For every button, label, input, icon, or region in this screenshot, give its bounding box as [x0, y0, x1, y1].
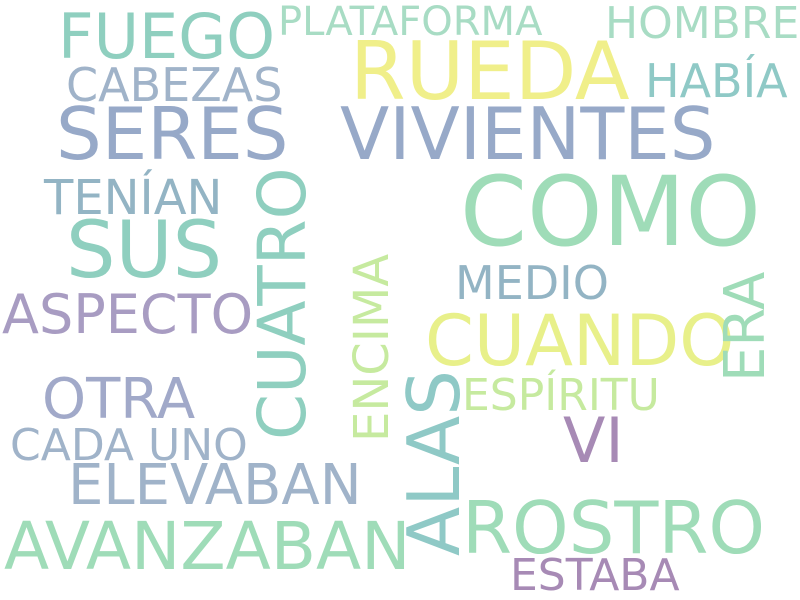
word-cuatro: CUATRO	[244, 167, 321, 440]
word-habia: HABÍA	[645, 54, 788, 108]
word-tenian: TENÍAN	[44, 170, 223, 226]
word-vi: VI	[563, 404, 624, 477]
word-alas: ALAS	[392, 370, 476, 556]
word-encima: ENCIMA	[344, 253, 400, 442]
word-como: COMO	[460, 156, 761, 268]
word-rueda: RUEDA	[350, 25, 630, 118]
word-vivientes: VIVIENTES	[340, 92, 716, 176]
word-era: ERA	[713, 271, 778, 382]
word-avanzaban: AVANZABAN	[4, 508, 411, 585]
word-hombre: HOMBRE	[605, 0, 800, 49]
word-medio: MEDIO	[455, 256, 609, 310]
word-otra: OTRA	[42, 367, 196, 432]
word-aspecto: ASPECTO	[2, 283, 254, 346]
word-rostro: ROSTRO	[462, 486, 766, 570]
word-espiritu: ESPÍRITU	[462, 370, 660, 421]
word-cada-uno: CADA UNO	[10, 420, 248, 471]
word-cabezas: CABEZAS	[66, 58, 283, 112]
word-fuego: FUEGO	[58, 0, 276, 73]
word-elevaban: ELEVABAN	[68, 453, 362, 518]
word-estaba: ESTABA	[510, 550, 680, 600]
word-seres: SERES	[56, 92, 289, 176]
word-plataforma: PLATAFORMA	[278, 0, 543, 45]
word-sus: SUS	[66, 206, 223, 296]
word-cuando: CUANDO	[425, 300, 735, 382]
